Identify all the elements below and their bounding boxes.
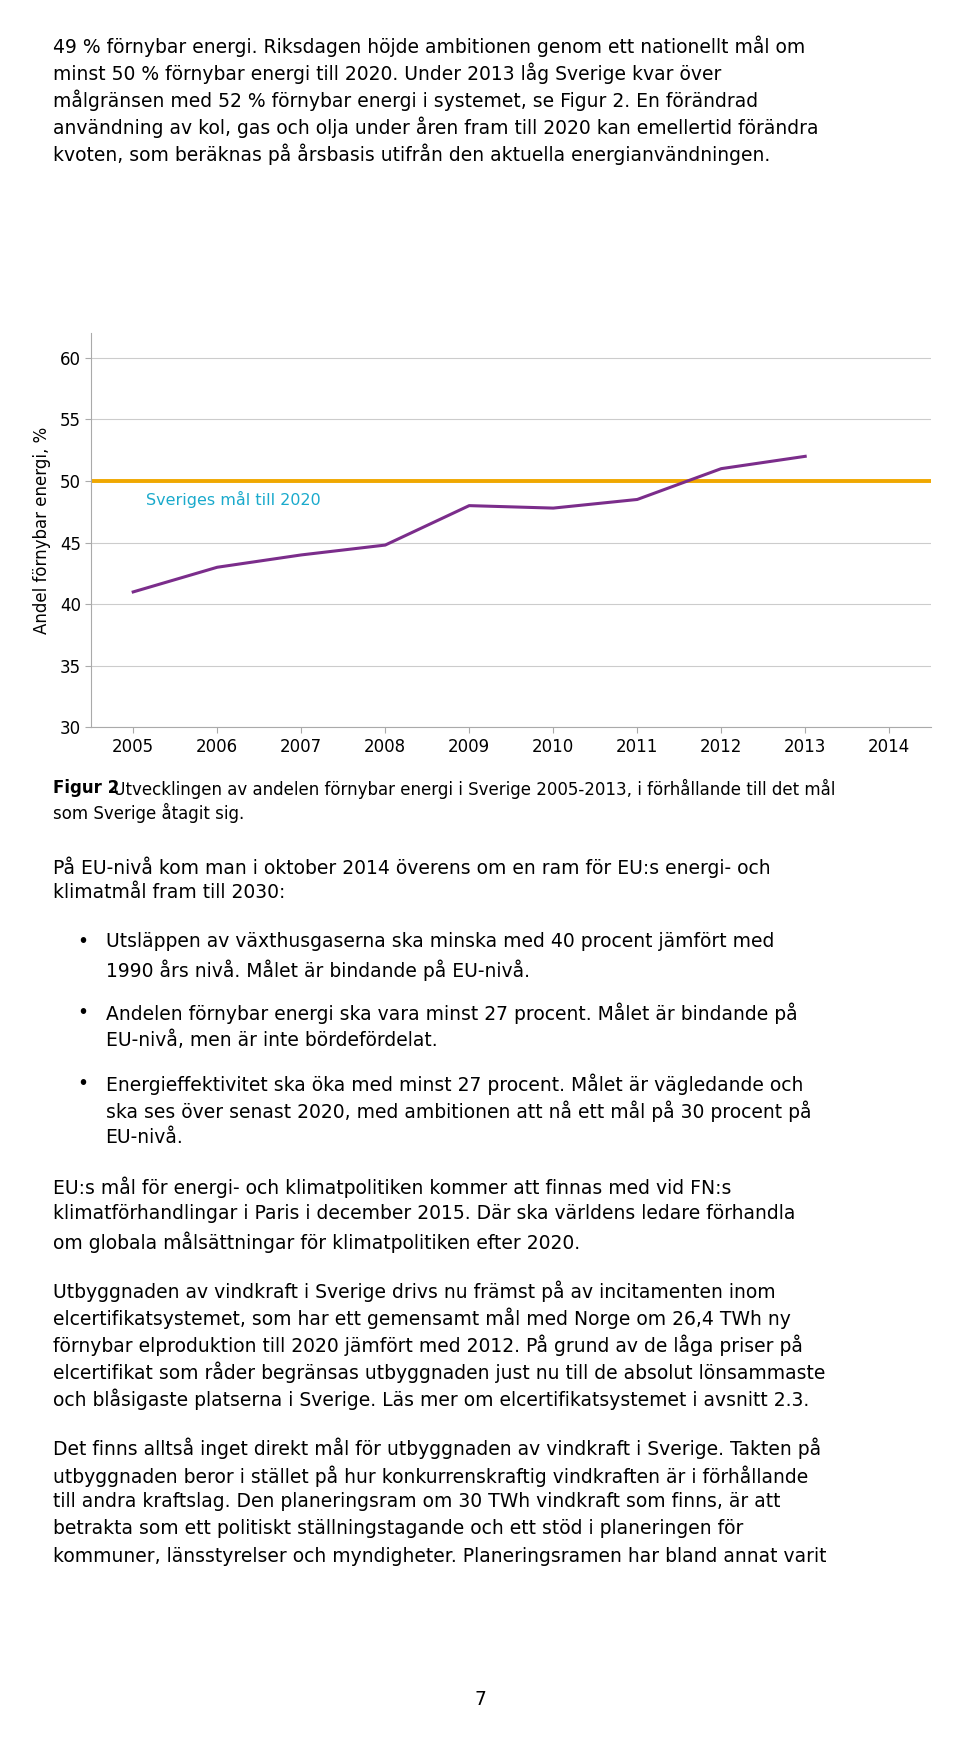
Text: kvoten, som beräknas på årsbasis utifrån den aktuella energianvändningen.: kvoten, som beräknas på årsbasis utifrån…	[53, 144, 770, 165]
Text: •: •	[77, 1003, 88, 1022]
Text: som Sverige åtagit sig.: som Sverige åtagit sig.	[53, 803, 244, 824]
Text: 7: 7	[474, 1690, 486, 1709]
Text: •: •	[77, 1073, 88, 1092]
Text: elcertifikatsystemet, som har ett gemensamt mål med Norge om 26,4 TWh ny: elcertifikatsystemet, som har ett gemens…	[53, 1308, 791, 1329]
Text: Utsläppen av växthusgaserna ska minska med 40 procent jämfört med: Utsläppen av växthusgaserna ska minska m…	[106, 933, 774, 952]
Text: Utbyggnaden av vindkraft i Sverige drivs nu främst på av incitamenten inom: Utbyggnaden av vindkraft i Sverige drivs…	[53, 1280, 776, 1302]
Text: EU:s mål för energi- och klimatpolitiken kommer att finnas med vid FN:s: EU:s mål för energi- och klimatpolitiken…	[53, 1176, 732, 1199]
Text: EU-nivå, men är inte bördefördelat.: EU-nivå, men är inte bördefördelat.	[106, 1031, 437, 1050]
Text: 1990 års nivå. Målet är bindande på EU-nivå.: 1990 års nivå. Målet är bindande på EU-n…	[106, 959, 530, 982]
Text: om globala målsättningar för klimatpolitiken efter 2020.: om globala målsättningar för klimatpolit…	[53, 1231, 580, 1253]
Text: •: •	[77, 933, 88, 952]
Text: användning av kol, gas och olja under åren fram till 2020 kan emellertid förändr: användning av kol, gas och olja under år…	[53, 117, 818, 138]
Text: kommuner, länsstyrelser och myndigheter. Planeringsramen har bland annat varit: kommuner, länsstyrelser och myndigheter.…	[53, 1546, 827, 1565]
Text: klimatförhandlingar i Paris i december 2015. Där ska världens ledare förhandla: klimatförhandlingar i Paris i december 2…	[53, 1204, 795, 1224]
Y-axis label: Andel förnybar energi, %: Andel förnybar energi, %	[34, 426, 51, 635]
Text: Det finns alltså inget direkt mål för utbyggnaden av vindkraft i Sverige. Takten: Det finns alltså inget direkt mål för ut…	[53, 1437, 821, 1460]
Text: 49 % förnybar energi. Riksdagen höjde ambitionen genom ett nationellt mål om: 49 % förnybar energi. Riksdagen höjde am…	[53, 35, 805, 56]
Text: betrakta som ett politiskt ställningstagande och ett stöd i planeringen för: betrakta som ett politiskt ställningstag…	[53, 1520, 743, 1539]
Text: förnybar elproduktion till 2020 jämfört med 2012. På grund av de låga priser på: förnybar elproduktion till 2020 jämfört …	[53, 1334, 803, 1357]
Text: Andelen förnybar energi ska vara minst 27 procent. Målet är bindande på: Andelen förnybar energi ska vara minst 2…	[106, 1003, 797, 1024]
Text: Energieffektivitet ska öka med minst 27 procent. Målet är vägledande och: Energieffektivitet ska öka med minst 27 …	[106, 1073, 803, 1096]
Text: Utvecklingen av andelen förnybar energi i Sverige 2005-2013, i förhållande till : Utvecklingen av andelen förnybar energi …	[108, 778, 836, 799]
Text: Sveriges mål till 2020: Sveriges mål till 2020	[146, 491, 321, 508]
Text: minst 50 % förnybar energi till 2020. Under 2013 låg Sverige kvar över: minst 50 % förnybar energi till 2020. Un…	[53, 63, 721, 84]
Text: utbyggnaden beror i stället på hur konkurrenskraftig vindkraften är i förhålland: utbyggnaden beror i stället på hur konku…	[53, 1466, 808, 1487]
Text: Figur 2: Figur 2	[53, 778, 119, 798]
Text: ska ses över senast 2020, med ambitionen att nå ett mål på 30 procent på: ska ses över senast 2020, med ambitionen…	[106, 1101, 811, 1122]
Text: På EU-nivå kom man i oktober 2014 överens om en ram för EU:s energi- och: På EU-nivå kom man i oktober 2014 överen…	[53, 855, 771, 878]
Text: EU-nivå.: EU-nivå.	[106, 1127, 183, 1146]
Text: klimatmål fram till 2030:: klimatmål fram till 2030:	[53, 884, 285, 903]
Text: målgränsen med 52 % förnybar energi i systemet, se Figur 2. En förändrad: målgränsen med 52 % förnybar energi i sy…	[53, 89, 758, 110]
Text: till andra kraftslag. Den planeringsram om 30 TWh vindkraft som finns, är att: till andra kraftslag. Den planeringsram …	[53, 1492, 780, 1511]
Text: elcertifikat som råder begränsas utbyggnaden just nu till de absolut lönsammaste: elcertifikat som råder begränsas utbyggn…	[53, 1362, 826, 1383]
Text: och blåsigaste platserna i Sverige. Läs mer om elcertifikatsystemet i avsnitt 2.: och blåsigaste platserna i Sverige. Läs …	[53, 1388, 809, 1411]
